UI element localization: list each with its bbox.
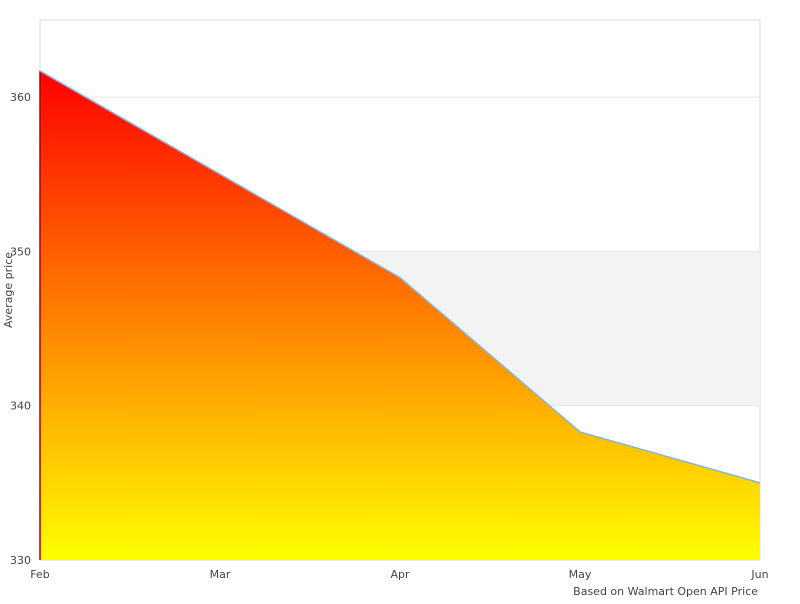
x-tick-label: Mar [210, 568, 231, 581]
y-tick-label: 340 [10, 400, 31, 413]
x-tick-label: May [569, 568, 592, 581]
x-tick-label: Apr [390, 568, 410, 581]
y-axis-title: Average price [2, 252, 15, 328]
y-tick-label: 330 [10, 554, 31, 567]
credit-text: Based on Walmart Open API Price [573, 585, 758, 598]
area-fill [40, 70, 760, 561]
x-tick-label: Jun [750, 568, 768, 581]
y-tick-label: 360 [10, 91, 31, 104]
series-line [39, 70, 761, 484]
y-tick-label: 350 [10, 245, 31, 258]
x-tick-label: Feb [30, 568, 49, 581]
